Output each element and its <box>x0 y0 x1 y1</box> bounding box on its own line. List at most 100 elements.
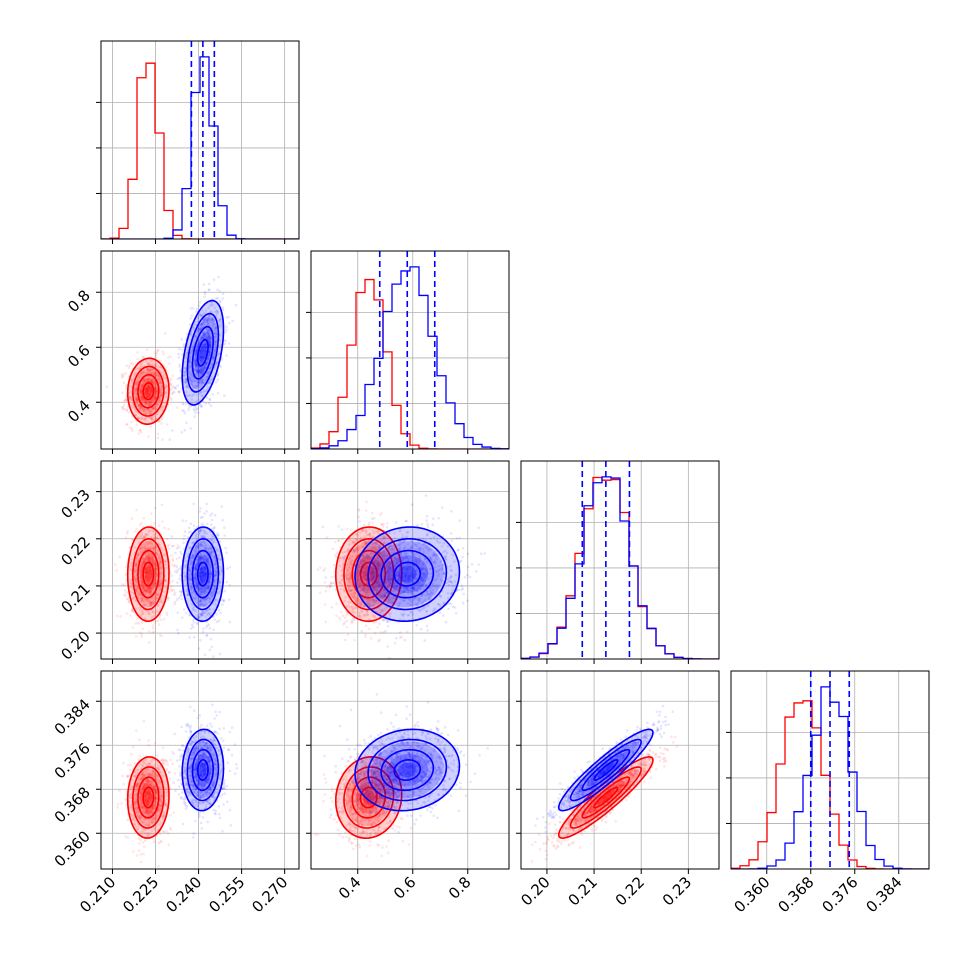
scatter-point <box>201 575 205 578</box>
y-tick-label: 0.22 <box>57 533 93 569</box>
scatter-point <box>129 390 133 394</box>
scatter-point <box>145 571 148 574</box>
scatter-point <box>377 563 381 566</box>
scatter-point <box>211 541 215 545</box>
scatter-point <box>160 571 163 575</box>
scatter-point <box>203 342 207 346</box>
scatter-point <box>214 546 217 549</box>
scatter-point <box>144 574 147 578</box>
scatter-point <box>174 563 177 567</box>
scatter-point <box>228 620 232 624</box>
scatter-point <box>209 346 213 349</box>
scatter-point <box>205 557 209 561</box>
scatter-point <box>337 539 341 542</box>
scatter-point <box>136 586 139 589</box>
scatter-point <box>150 409 153 413</box>
scatter-point <box>343 616 347 620</box>
scatter-point <box>141 537 145 540</box>
scatter-point <box>200 346 204 349</box>
scatter-point <box>205 597 209 601</box>
scatter-point <box>184 577 188 580</box>
scatter-point <box>149 569 153 573</box>
scatter-point <box>199 356 203 359</box>
scatter-point <box>148 591 152 594</box>
scatter-point <box>212 555 216 559</box>
scatter-point <box>145 587 149 591</box>
scatter-point <box>146 385 150 389</box>
scatter-point <box>388 561 391 565</box>
scatter-point <box>207 579 211 582</box>
scatter-point <box>388 613 391 616</box>
scatter-point <box>360 587 364 591</box>
scatter-point <box>131 362 135 366</box>
scatter-point <box>368 558 371 561</box>
scatter-point <box>134 598 137 602</box>
scatter-point <box>118 555 122 558</box>
scatter-point <box>135 562 138 565</box>
scatter-point <box>201 381 205 384</box>
scatter-point <box>195 408 198 412</box>
scatter-point <box>364 635 367 639</box>
scatter-point <box>154 563 158 567</box>
scatter-point <box>135 555 139 558</box>
scatter-point <box>199 599 202 603</box>
scatter-point <box>339 556 342 560</box>
scatter-point <box>145 568 149 571</box>
scatter-point <box>146 383 149 387</box>
scatter-point <box>182 537 185 541</box>
scatter-point <box>195 350 198 354</box>
scatter-point <box>150 391 153 394</box>
scatter-point <box>199 374 202 378</box>
scatter-point <box>194 564 197 568</box>
scatter-point <box>178 363 182 367</box>
scatter-point <box>196 371 199 375</box>
scatter-point <box>216 361 219 365</box>
scatter-point <box>146 391 149 394</box>
scatter-point <box>191 553 194 556</box>
scatter-point <box>366 613 370 617</box>
scatter-point <box>148 399 151 403</box>
scatter-point <box>178 590 182 593</box>
scatter-point <box>195 585 199 588</box>
scatter-point <box>210 645 214 649</box>
scatter-point <box>209 345 213 348</box>
scatter-point <box>199 350 203 354</box>
scatter-point <box>216 378 219 382</box>
scatter-point <box>150 380 153 383</box>
scatter-point <box>150 572 153 575</box>
scatter-point <box>198 543 202 546</box>
scatter-point <box>202 381 206 385</box>
y-tick-label: 0.6 <box>64 341 94 371</box>
scatter-point <box>174 387 177 390</box>
scatter-point <box>164 560 167 564</box>
scatter-point <box>203 565 207 569</box>
scatter-point <box>140 372 143 376</box>
scatter-point <box>384 629 387 633</box>
scatter-point <box>218 652 222 656</box>
scatter-point <box>372 559 376 563</box>
scatter-point <box>143 399 146 402</box>
scatter-point <box>203 353 207 356</box>
scatter-point <box>370 605 374 608</box>
scatter-point <box>139 574 143 578</box>
scatter-point <box>157 377 161 381</box>
scatter-point <box>150 543 154 546</box>
scatter-point <box>202 368 206 372</box>
scatter-point <box>162 352 165 356</box>
scatter-point <box>133 391 137 395</box>
contour-line <box>196 338 209 367</box>
scatter-point <box>130 562 133 565</box>
scatter-point <box>208 343 212 347</box>
scatter-point <box>206 335 210 339</box>
scatter-point <box>164 383 168 386</box>
scatter-point <box>217 608 221 612</box>
scatter-point <box>203 554 206 557</box>
scatter-point <box>318 591 322 595</box>
scatter-point <box>202 571 205 574</box>
scatter-point <box>196 372 199 376</box>
scatter-point <box>345 626 349 629</box>
scatter-point <box>184 377 188 381</box>
scatter-point <box>134 395 137 399</box>
scatter-point <box>215 620 219 624</box>
scatter-point <box>201 367 204 371</box>
